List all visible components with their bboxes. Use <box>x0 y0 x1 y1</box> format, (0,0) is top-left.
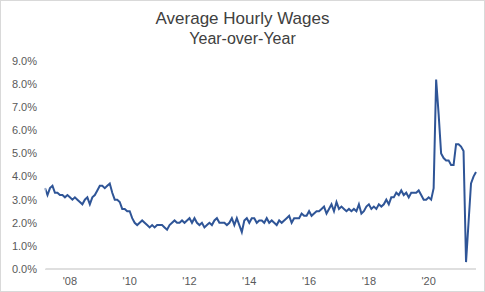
html-text:Average Hourly Wages: Average Hourly Wages <box>155 9 330 28</box>
svg-text:'16: '16 <box>302 275 316 287</box>
svg-text:6.0%: 6.0% <box>12 124 37 136</box>
svg-text:8.0%: 8.0% <box>12 78 37 90</box>
svg-text:0.0%: 0.0% <box>12 263 37 275</box>
svg-text:'20: '20 <box>421 275 435 287</box>
svg-text:9.0%: 9.0% <box>12 55 37 67</box>
svg-text:'14: '14 <box>242 275 256 287</box>
svg-text:'10: '10 <box>123 275 137 287</box>
svg-text:4.0%: 4.0% <box>12 170 37 182</box>
svg-text:'08: '08 <box>63 275 77 287</box>
svg-text:1.0%: 1.0% <box>12 240 37 252</box>
svg-text:'18: '18 <box>362 275 376 287</box>
svg-text:5.0%: 5.0% <box>12 147 37 159</box>
svg-text:'12: '12 <box>182 275 196 287</box>
svg-text:7.0%: 7.0% <box>12 101 37 113</box>
svg-text:3.0%: 3.0% <box>12 194 37 206</box>
html-text:Year-over-Year: Year-over-Year <box>189 30 296 47</box>
svg-text:2.0%: 2.0% <box>12 217 37 229</box>
